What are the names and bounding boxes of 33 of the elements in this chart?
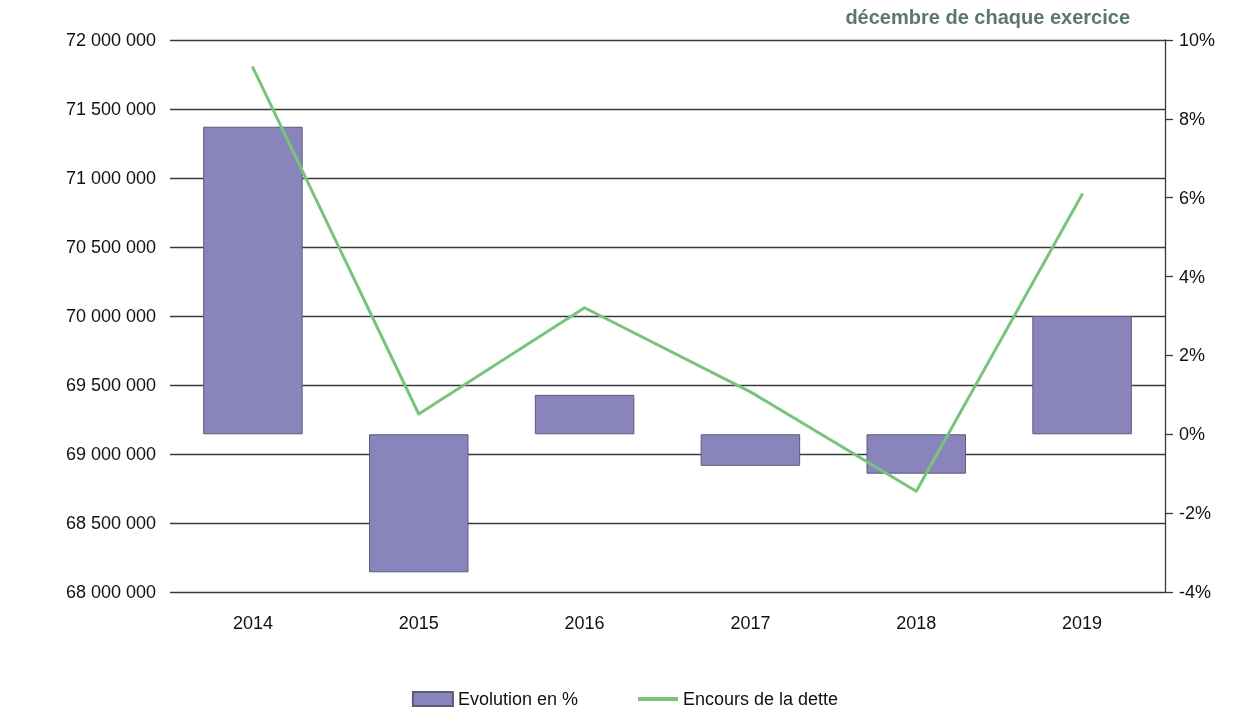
line-series [251, 66, 1084, 493]
x-tick-label: 2018 [896, 613, 937, 633]
y2-tick-label: 6% [1179, 187, 1206, 208]
y2-tick-label: 4% [1179, 266, 1206, 287]
x-tick-label: 2017 [730, 613, 771, 633]
y-tick-label: 68 000 000 [65, 582, 156, 602]
y-tick-label: 71 500 000 [65, 99, 156, 119]
x-tick-label: 2015 [398, 613, 439, 633]
legend-label: Evolution en % [457, 689, 578, 709]
bar [700, 434, 801, 466]
x-tick-label: 2019 [1062, 613, 1103, 633]
chart-title: décembre de chaque exercice [845, 6, 1131, 28]
bar [369, 434, 469, 573]
y-tick-label: 71 000 000 [65, 168, 156, 188]
y-tick-label: 68 500 000 [65, 513, 156, 533]
bar [534, 394, 635, 435]
y2-tick-label: 2% [1179, 345, 1206, 366]
bar [1032, 316, 1132, 435]
y2-tick-label: 8% [1179, 108, 1206, 129]
y2-tick-label: 10% [1179, 30, 1216, 50]
legend-label: Encours de la dette [682, 689, 839, 709]
y-tick-label: 70 000 000 [65, 306, 156, 326]
y-tick-label: 72 000 000 [65, 30, 156, 50]
y2-tick-label: -4% [1179, 582, 1212, 602]
x-tick-label: 2014 [232, 613, 273, 633]
y-tick-label: 69 000 000 [65, 444, 156, 464]
y-tick-label: 69 500 000 [65, 375, 156, 395]
x-tick-label: 2016 [564, 613, 605, 633]
y2-tick-label: -2% [1179, 503, 1212, 524]
bar [203, 126, 303, 435]
y-tick-label: 70 500 000 [65, 237, 156, 257]
bar [866, 434, 966, 474]
y2-tick-label: 0% [1179, 424, 1206, 445]
